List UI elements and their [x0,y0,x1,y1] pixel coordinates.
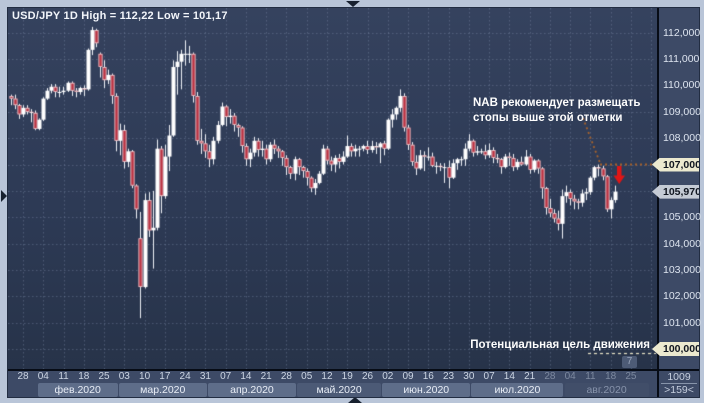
date-tick: 18 [78,371,90,382]
month-band [564,383,649,397]
date-tick: 28 [544,371,556,382]
date-tick: 23 [443,371,455,382]
month-label: авг.2020 [586,384,627,396]
annotation-stop-note-line1: NAB рекомендует размещать [473,97,641,109]
price-label: 111,000 [663,53,700,66]
date-tick: 25 [625,371,637,382]
date-tick: 21 [524,371,536,382]
price-label: 110,000 [663,79,701,92]
month-band [37,383,118,397]
date-tick: 25 [98,371,110,382]
date-tick: 07 [220,371,232,382]
date-tick: 28 [17,371,29,382]
date-tick: 02 [382,371,394,382]
price-tag: 100,000 [652,342,699,357]
price-label: 102,000 [663,290,701,303]
date-tick: 09 [402,371,414,382]
bar-countdown-badge: 7 [622,356,637,368]
month-band [471,383,564,397]
month-label: апр.2020 [230,384,274,396]
month-band [118,383,207,397]
time-axis[interactable]: фев.2020 мар.2020 апр.2020 май.2020 июн.2020… [8,371,657,397]
date-tick: 05 [301,371,313,382]
bar-index: >159< [664,384,694,396]
date-tick: 14 [240,371,252,382]
date-tick: 26 [361,371,374,382]
price-label: 103,000 [663,263,701,276]
month-label: май.2020 [316,384,362,396]
month-label: мар.2020 [140,384,186,396]
month-label: фев.2020 [54,384,101,396]
date-tick: 07 [483,371,495,382]
price-label: 109,000 [663,105,701,118]
date-tick: 16 [422,371,434,382]
month-band [207,383,296,397]
month-label: июл.2020 [494,384,541,396]
price-label: 101,000 [663,316,701,329]
price-label: 104,000 [663,237,701,250]
date-tick: 19 [341,371,353,382]
date-tick: 03 [118,371,130,382]
date-tick: 12 [321,371,333,382]
date-tick: 18 [605,371,617,382]
date-tick: 21 [260,371,272,382]
axis-separator-horizontal [8,369,699,371]
date-tick: 04 [564,371,576,382]
date-tick: 11 [58,371,69,382]
bars-count: 1009 [661,371,697,384]
annotation-stop-note-line2: стопы выше этой отметки [473,112,623,124]
price-label: 108,000 [663,132,701,145]
date-tick: 17 [159,371,171,382]
annotation-stop-note: NAB рекомендует размещать стопы выше это… [473,96,640,126]
date-tick: 24 [179,371,191,382]
date-tick: 31 [199,371,211,382]
price-label: 112,000 [663,26,701,39]
scroll-down-icon[interactable] [346,1,360,7]
date-tick: 11 [585,371,596,382]
axis-separator-vertical [657,8,659,397]
date-tick: 14 [503,371,515,382]
month-band [297,383,382,397]
scroll-right-icon[interactable] [1,190,7,202]
chart-window: USD/JPY 1D High = 112,22 Low = 101,17 NA… [7,7,701,398]
annotation-target-note: Потенциальная цель движения [470,339,650,351]
price-tag: 105,970 [652,184,699,199]
chart-title: USD/JPY 1D High = 112,22 Low = 101,17 [12,10,228,22]
date-tick: 28 [280,371,292,382]
month-band [382,383,471,397]
axis-corner: 1009 >159< [659,371,699,397]
candlestick-chart[interactable] [8,8,657,369]
date-tick: 10 [139,371,151,382]
price-label: 105,000 [663,211,701,224]
price-axis[interactable]: 112,000 111,000 110,000 109,000 108,000 105,0… [659,8,701,369]
price-tag: 107,000 [652,157,699,172]
month-label: июн.2020 [403,384,450,396]
date-tick: 04 [37,371,49,382]
date-tick: 30 [463,371,475,382]
scroll-up-icon[interactable] [348,397,362,403]
